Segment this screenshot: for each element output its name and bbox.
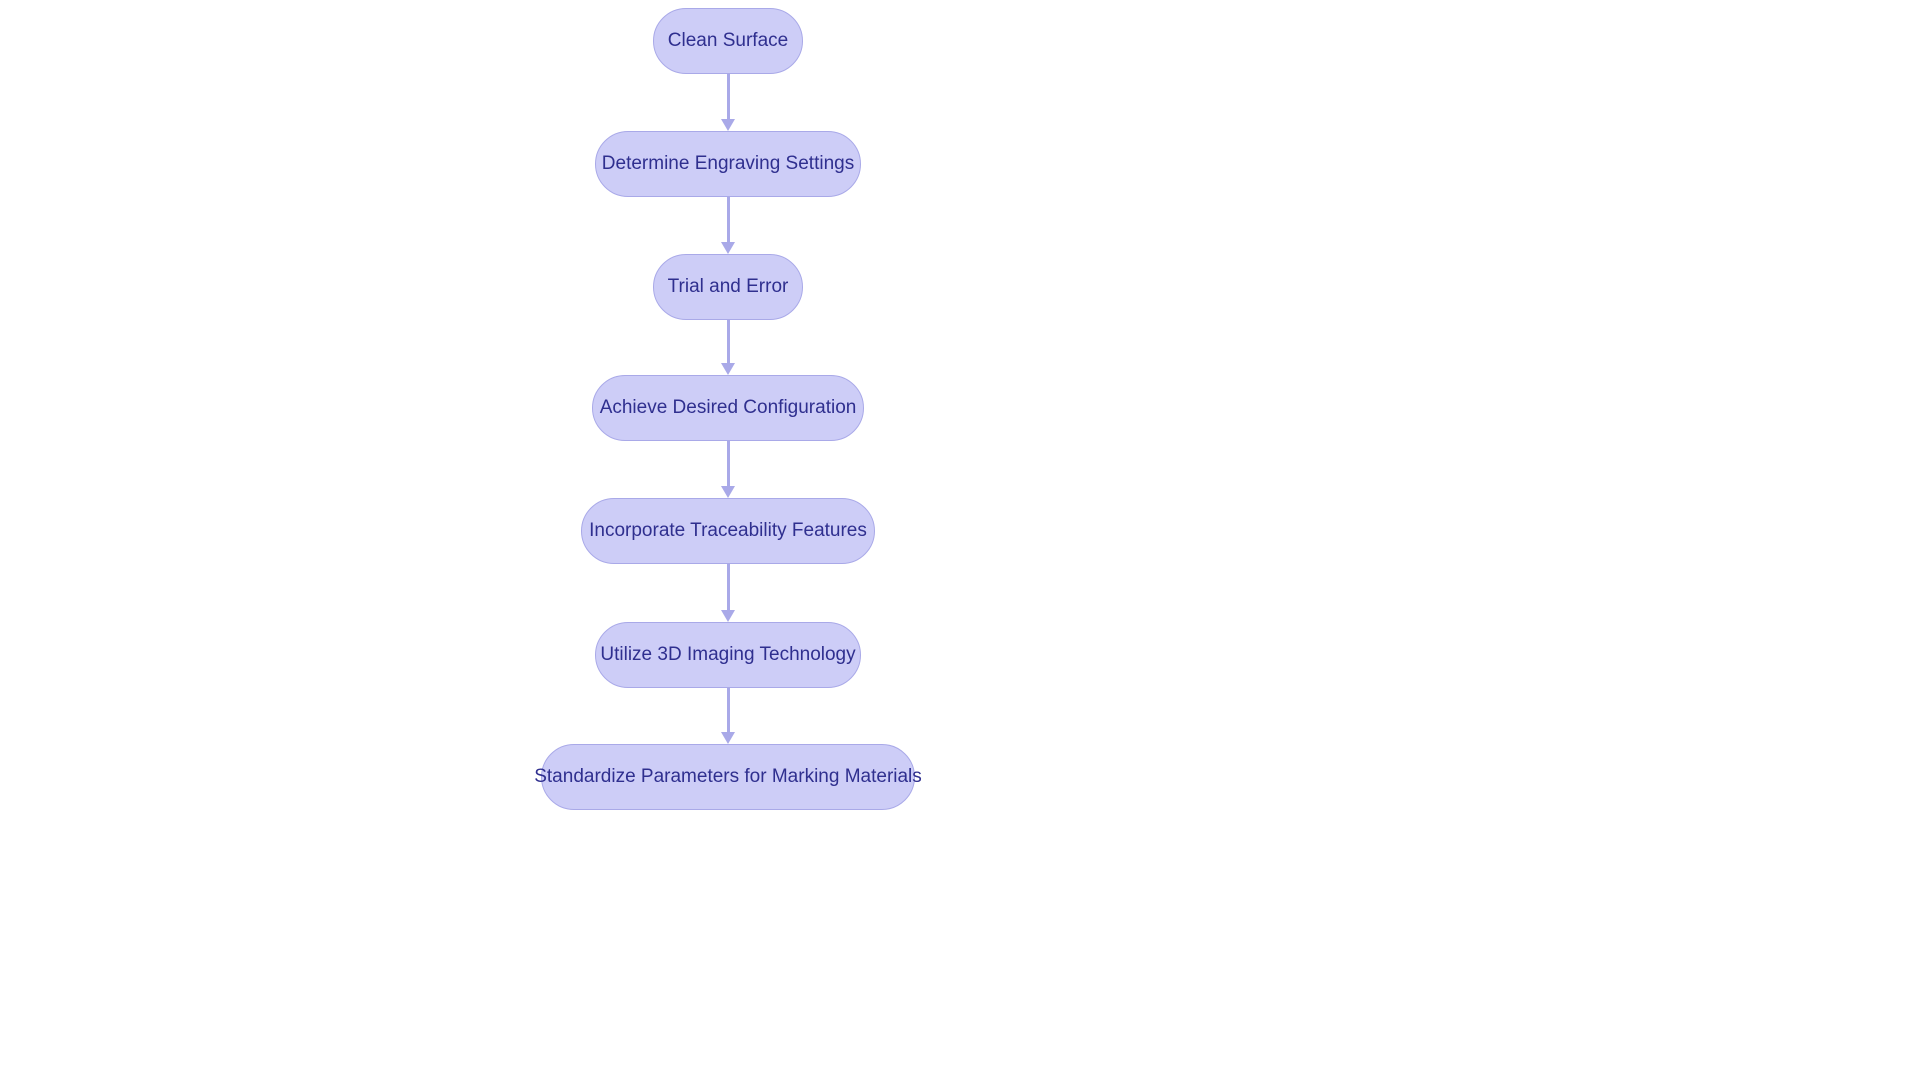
flow-node: Trial and Error <box>653 254 803 320</box>
flow-arrow-line <box>727 564 730 610</box>
flow-node: Determine Engraving Settings <box>595 131 861 197</box>
flow-arrow-head <box>721 732 735 744</box>
flow-arrow-head <box>721 119 735 131</box>
flow-arrow-head <box>721 486 735 498</box>
flow-arrow-line <box>727 197 730 242</box>
flow-arrow-head <box>721 242 735 254</box>
flow-arrow-head <box>721 363 735 375</box>
flow-node: Achieve Desired Configuration <box>592 375 864 441</box>
flow-node: Utilize 3D Imaging Technology <box>595 622 861 688</box>
flow-arrow-line <box>727 320 730 363</box>
flow-arrow-line <box>727 688 730 732</box>
flow-arrow-line <box>727 74 730 119</box>
flow-arrow-line <box>727 441 730 486</box>
flowchart-container: Clean Surface Determine Engraving Setting… <box>0 0 1920 1080</box>
flow-node: Standardize Parameters for Marking Mater… <box>541 744 915 810</box>
flow-node: Incorporate Traceability Features <box>581 498 875 564</box>
flow-arrow-head <box>721 610 735 622</box>
flow-node: Clean Surface <box>653 8 803 74</box>
